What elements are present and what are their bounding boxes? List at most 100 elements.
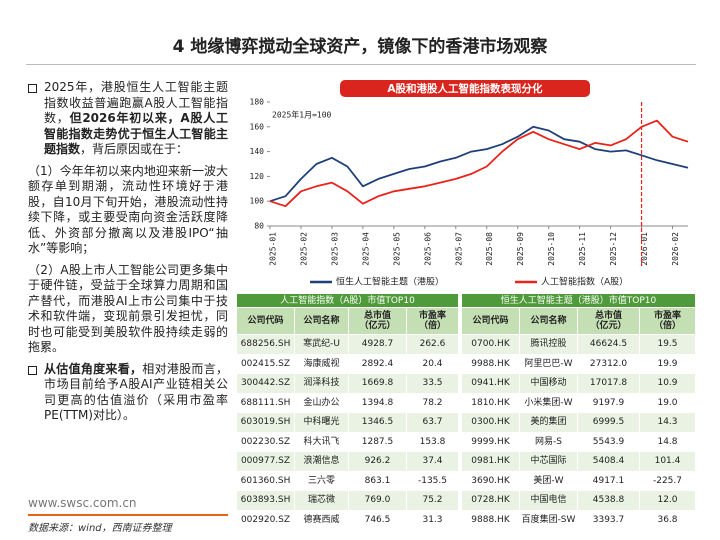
table-cell: 17017.8 xyxy=(577,373,640,394)
table-row: 002920.SZ 德赛西威 746.5 31.3 xyxy=(236,509,459,530)
table-cell: 19.0 xyxy=(639,392,696,413)
table-cell: 阿里巴巴-W xyxy=(519,353,578,374)
column-header: 总市值 （亿元） xyxy=(348,307,407,335)
table-cell: 美的集团 xyxy=(519,412,578,433)
x-tick-label: 2025-07 xyxy=(454,232,463,266)
text-segment: （1）今年年初以来内地迎来新一波大额存单到期潮，流动性环境好于港股，自10月下旬… xyxy=(28,163,228,256)
table-cell: 688111.SH xyxy=(236,392,295,413)
table-cell: 262.6 xyxy=(406,334,459,355)
table-cell: -135.5 xyxy=(406,470,459,491)
table-cell: 9888.HK xyxy=(461,509,520,530)
table-cell: 37.4 xyxy=(406,451,459,472)
table-cell: 腾讯控股 xyxy=(519,334,578,355)
table-cell: 1394.8 xyxy=(348,392,407,413)
x-tick-label: 2025-01 xyxy=(269,232,278,266)
table-cell: 美团-W xyxy=(519,470,578,491)
table-cell: 5408.4 xyxy=(577,451,640,472)
table-cell: 36.8 xyxy=(639,509,696,530)
table-cell: 三六零 xyxy=(294,470,349,491)
table-cell: 002230.SZ xyxy=(236,431,295,452)
table-cell: 中科曙光 xyxy=(294,412,349,433)
table-cell: 1669.8 xyxy=(348,373,407,394)
column-header: 公司代码 xyxy=(236,307,295,335)
table-cell: 5543.9 xyxy=(577,431,640,452)
table-cell: 金山办公 xyxy=(294,392,349,413)
text-segment: 相对港股而言，市场目前给予A股AI产业链相关公司更高的估值溢价（采用市盈率PE(… xyxy=(44,361,228,423)
table-cell: 3690.HK xyxy=(461,470,520,491)
x-tick-label: 2025-09 xyxy=(516,232,525,266)
table-title: 恒生人工智能主题（港股）市值TOP10 xyxy=(461,293,696,308)
table-cell: 2892.4 xyxy=(348,353,407,374)
table-cell: 0941.HK xyxy=(461,373,520,394)
table-cell: 0700.HK xyxy=(461,334,520,355)
column-header: 总市值 （亿元） xyxy=(577,307,640,335)
table-cell: 小米集团-W xyxy=(519,392,578,413)
column-header: 公司名称 xyxy=(519,307,578,335)
table-cell: 27312.0 xyxy=(577,353,640,374)
table-cell: 101.4 xyxy=(639,451,696,472)
table-cell: 31.3 xyxy=(406,509,459,530)
y-tick-label: 160 xyxy=(250,122,265,131)
table-cell: 9197.9 xyxy=(577,392,640,413)
table-row: 9988.HK 阿里巴巴-W 27312.0 19.9 xyxy=(461,353,696,374)
column-header: 市盈率 （倍） xyxy=(406,307,459,335)
table-cell: 1346.5 xyxy=(348,412,407,433)
table-cell: 寒武纪-U xyxy=(294,334,349,355)
table-cell: 4928.7 xyxy=(348,334,407,355)
table-cell: 863.1 xyxy=(348,470,407,491)
x-tick-label: 2025-03 xyxy=(330,232,339,266)
table-cell: 78.2 xyxy=(406,392,459,413)
x-tick-label: 2026-02 xyxy=(671,232,680,266)
x-tick-label: 2025-12 xyxy=(609,232,618,266)
table-cell: 0300.HK xyxy=(461,412,520,433)
text-segment: （2）A股上市人工智能公司更多集中于硬件链，受益于全球算力周期和国产替代，而港股… xyxy=(28,262,228,355)
table-cell: 603893.SH xyxy=(236,490,295,511)
table-cell: 网易-S xyxy=(519,431,578,452)
x-tick-label: 2025-06 xyxy=(423,232,432,266)
text-segment: 2025年，港股恒生人工智能主题指数收益普遍跑赢A股人工智能指数， xyxy=(44,80,228,125)
table-cell: 4917.1 xyxy=(577,470,640,491)
data-table: 恒生人工智能主题（港股）市值TOP10 公司代码 公司名称 总市值 （亿元） 市盈率 （… xyxy=(461,293,696,530)
table-cell: -225.7 xyxy=(639,470,696,491)
table-cell: 33.5 xyxy=(406,373,459,394)
table-cell: 20.4 xyxy=(406,353,459,374)
table-cell: 19.5 xyxy=(639,334,696,355)
x-tick-label: 2025-04 xyxy=(361,232,370,266)
chart-title-banner xyxy=(340,80,590,97)
table-row: 300442.SZ 润泽科技 1669.8 33.5 xyxy=(236,373,459,394)
table-cell: 1810.HK xyxy=(461,392,520,413)
table-cell: 601360.SH xyxy=(236,470,295,491)
text-segment: ，背后原因或在于： xyxy=(80,142,189,156)
text-segment: 从估值角度来看， xyxy=(44,361,143,376)
table-row: 9888.HK 百度集团-SW 3393.7 36.8 xyxy=(461,509,696,530)
x-tick-label: 2025-10 xyxy=(547,232,556,266)
table-title: 人工智能指数（A股）市值TOP10 xyxy=(236,293,459,308)
y-tick-label: 80 xyxy=(254,222,264,231)
table-row: 603893.SH 瑞芯微 769.0 75.2 xyxy=(236,490,459,511)
table-cell: 688256.SH xyxy=(236,334,295,355)
chart-title: A股和港股人工智能指数表现分化 xyxy=(387,82,543,95)
table-row: 0700.HK 腾讯控股 46624.5 19.5 xyxy=(461,334,696,355)
header-row: 公司代码 公司名称 总市值 （亿元） 市盈率 （倍） xyxy=(236,307,459,335)
caption-row: 人工智能指数（A股）市值TOP10 xyxy=(236,293,459,308)
x-tick-label: 2025-08 xyxy=(485,232,494,266)
column-header: 公司代码 xyxy=(461,307,520,335)
footer-source: 数据来源：wind，西南证券整理 xyxy=(28,523,172,534)
table-row: 0300.HK 美的集团 6999.5 14.3 xyxy=(461,412,696,433)
table-cell: 002415.SZ xyxy=(236,353,295,374)
table-cell: 746.5 xyxy=(348,509,407,530)
table-row: 0981.HK 中芯国际 5408.4 101.4 xyxy=(461,451,696,472)
column-header: 市盈率 （倍） xyxy=(639,307,696,335)
column-header: 公司名称 xyxy=(294,307,349,335)
x-tick-label: 2025-02 xyxy=(299,232,308,266)
table-cell: 153.8 xyxy=(406,431,459,452)
table-cell: 75.2 xyxy=(406,490,459,511)
table-cell: 19.9 xyxy=(639,353,696,374)
paragraph: 从估值角度来看，相对港股而言，市场目前给予A股AI产业链相关公司更高的估值溢价（… xyxy=(28,362,228,424)
table-cell: 1287.5 xyxy=(348,431,407,452)
table-cell: 德赛西威 xyxy=(294,509,349,530)
table-cell: 300442.SZ xyxy=(236,373,295,394)
legend-label: 恒生人工智能主题（港股） xyxy=(336,276,444,288)
